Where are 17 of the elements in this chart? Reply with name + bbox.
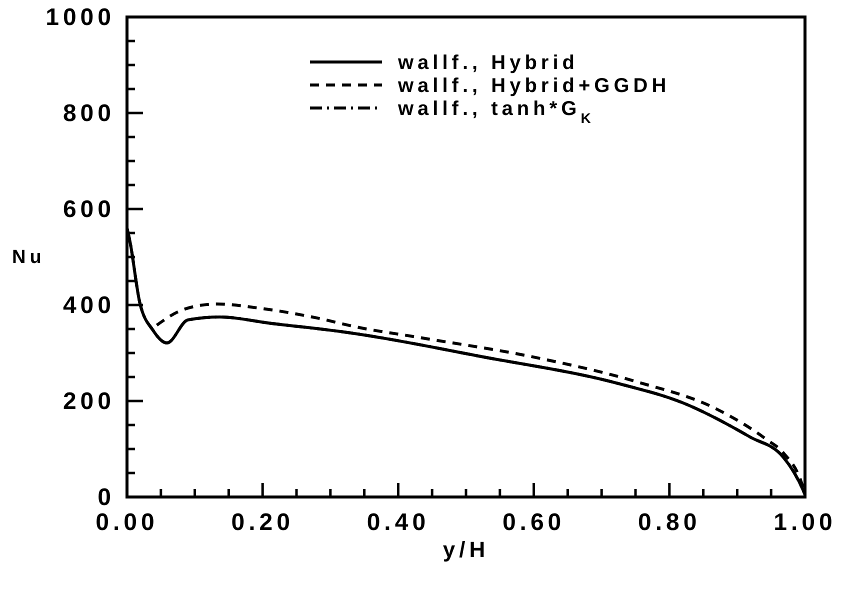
- y-tick-label: 600: [62, 196, 115, 223]
- legend-label: wallf., Hybrid+GGDH: [397, 75, 670, 97]
- y-tick-label: 800: [62, 100, 115, 127]
- y-tick-label: 400: [62, 292, 115, 319]
- legend-label: wallf., Hybrid: [397, 52, 578, 74]
- x-tick-label: 0.20: [231, 509, 294, 536]
- y-tick-label: 0: [98, 484, 115, 511]
- y-tick-label: 200: [62, 388, 115, 415]
- x-tick-label: 1.00: [774, 509, 836, 536]
- x-axis-title: y/H: [442, 537, 490, 562]
- x-tick-label: 0.00: [96, 509, 158, 536]
- x-tick-label: 0.40: [366, 509, 430, 536]
- y-tick-label: 1000: [46, 4, 115, 31]
- y-axis-title: Nu: [12, 247, 46, 268]
- legend-label: wallf., tanh*G$_{K}$: [397, 98, 595, 126]
- x-tick-label: 0.60: [502, 509, 566, 536]
- x-tick-label: 0.80: [638, 509, 701, 536]
